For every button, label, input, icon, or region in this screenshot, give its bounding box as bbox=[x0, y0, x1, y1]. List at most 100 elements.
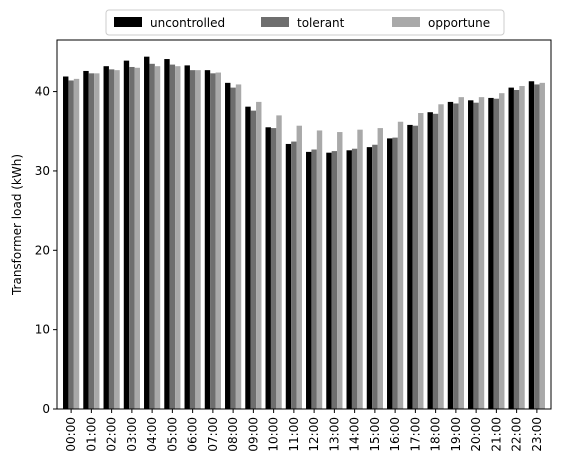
bar-opportune-1600 bbox=[397, 121, 404, 410]
bar-uncontrolled-2000 bbox=[468, 100, 474, 409]
bar-tolerant-0600 bbox=[189, 70, 196, 410]
legend-swatch-uncontrolled bbox=[114, 17, 142, 27]
bar-uncontrolled-1300 bbox=[326, 152, 332, 409]
bar-tolerant-0300 bbox=[129, 66, 135, 409]
x-tick-label: 05:00 bbox=[165, 417, 179, 452]
bar-opportune-2000 bbox=[478, 97, 485, 409]
bar-uncontrolled-0700 bbox=[204, 70, 211, 410]
bar-uncontrolled-0000 bbox=[63, 76, 69, 409]
x-tick-label: 06:00 bbox=[186, 417, 200, 452]
bar-opportune-0300 bbox=[134, 67, 140, 410]
x-tick-label: 08:00 bbox=[226, 417, 240, 452]
y-tick-label: 40 bbox=[35, 85, 50, 99]
x-axis: 00:00 01:00 02:00 03:00 04:00 05:00 06:00 07:00… bbox=[64, 409, 544, 452]
legend-frame bbox=[105, 9, 505, 36]
bar-opportune-0900 bbox=[256, 101, 262, 410]
bar-opportune-1300 bbox=[337, 132, 343, 410]
bar-tolerant-2100 bbox=[493, 98, 500, 409]
legend-label-opportune: opportune bbox=[428, 16, 490, 30]
bar-opportune-2100 bbox=[499, 93, 505, 410]
y-tick-label: 20 bbox=[35, 243, 50, 257]
bar-uncontrolled-0800 bbox=[225, 82, 231, 409]
x-tick-label: 12:00 bbox=[307, 417, 321, 452]
x-tick-label: 17:00 bbox=[408, 417, 422, 452]
bar-opportune-2300 bbox=[539, 82, 545, 409]
bar-uncontrolled-2100 bbox=[488, 97, 494, 410]
bar-opportune-1700 bbox=[418, 113, 424, 409]
bar-opportune-1400 bbox=[357, 129, 363, 410]
bar-uncontrolled-0300 bbox=[123, 60, 130, 409]
bar-uncontrolled-0200 bbox=[103, 66, 109, 409]
bar-uncontrolled-0100 bbox=[83, 70, 89, 409]
bar-uncontrolled-2200 bbox=[508, 87, 514, 410]
bar-opportune-1100 bbox=[296, 125, 302, 409]
bar-opportune-0400 bbox=[154, 66, 161, 409]
x-tick-label: 11:00 bbox=[287, 417, 301, 452]
y-tick-label: 10 bbox=[35, 323, 50, 337]
bar-opportune-0600 bbox=[195, 70, 201, 410]
y-axis: 0 10 20 30 40 bbox=[35, 85, 57, 416]
bar-uncontrolled-1600 bbox=[387, 138, 393, 409]
bar-opportune-1200 bbox=[316, 130, 323, 409]
bar-uncontrolled-1900 bbox=[447, 101, 454, 410]
bar-tolerant-0700 bbox=[210, 73, 216, 409]
bar-tolerant-1700 bbox=[412, 125, 419, 409]
bar-uncontrolled-0400 bbox=[144, 56, 150, 409]
bar-opportune-1800 bbox=[438, 104, 444, 409]
x-tick-label: 07:00 bbox=[206, 417, 220, 452]
bar-uncontrolled-1700 bbox=[407, 124, 413, 409]
legend-label-tolerant: tolerant bbox=[297, 16, 345, 30]
bar-opportune-0700 bbox=[215, 72, 221, 409]
bar-opportune-0000 bbox=[73, 78, 80, 409]
x-tick-label: 14:00 bbox=[348, 417, 362, 452]
bar-uncontrolled-2300 bbox=[528, 81, 535, 409]
bar-tolerant-0200 bbox=[108, 69, 115, 410]
bar-tolerant-1900 bbox=[453, 103, 459, 409]
bar-tolerant-0900 bbox=[250, 110, 257, 409]
x-tick-label: 02:00 bbox=[105, 417, 119, 452]
x-tick-label: 15:00 bbox=[368, 417, 382, 452]
bar-uncontrolled-1500 bbox=[366, 147, 373, 409]
x-tick-label: 18:00 bbox=[429, 417, 443, 452]
bar-uncontrolled-1200 bbox=[306, 151, 312, 409]
bar-uncontrolled-0600 bbox=[184, 65, 190, 409]
x-tick-label: 10:00 bbox=[267, 417, 281, 452]
bar-uncontrolled-0500 bbox=[164, 59, 170, 410]
bar-opportune-0500 bbox=[175, 66, 181, 409]
legend-label-uncontrolled: uncontrolled bbox=[150, 16, 225, 30]
bar-opportune-0200 bbox=[114, 70, 120, 410]
bar-uncontrolled-1400 bbox=[346, 150, 352, 410]
bar-tolerant-0800 bbox=[230, 87, 236, 410]
x-tick-label: 04:00 bbox=[145, 417, 159, 452]
x-tick-label: 13:00 bbox=[327, 417, 341, 452]
x-tick-label: 16:00 bbox=[388, 417, 402, 452]
bar-tolerant-1100 bbox=[291, 141, 297, 409]
x-tick-label: 00:00 bbox=[64, 417, 78, 452]
bar-tolerant-1300 bbox=[331, 151, 338, 409]
bar-tolerant-1800 bbox=[432, 113, 439, 410]
x-tick-label: 22:00 bbox=[510, 417, 524, 452]
x-tick-label: 20:00 bbox=[469, 417, 483, 452]
bar-tolerant-2200 bbox=[513, 89, 520, 410]
y-tick-label: 30 bbox=[35, 164, 50, 178]
bar-tolerant-1000 bbox=[270, 128, 277, 409]
bar-uncontrolled-0900 bbox=[245, 106, 251, 409]
x-tick-label: 21:00 bbox=[489, 417, 503, 452]
bar-opportune-0100 bbox=[94, 73, 100, 409]
plot-frame bbox=[56, 39, 552, 410]
x-tick-label: 03:00 bbox=[125, 417, 139, 452]
bar-tolerant-1500 bbox=[372, 144, 378, 409]
bar-opportune-1000 bbox=[276, 115, 282, 409]
bar-uncontrolled-1800 bbox=[427, 112, 433, 410]
bar-tolerant-1400 bbox=[351, 148, 358, 409]
bar-tolerant-1600 bbox=[392, 137, 398, 410]
legend-swatch-tolerant bbox=[261, 17, 289, 27]
bar-tolerant-2300 bbox=[534, 84, 540, 409]
bar-tolerant-0000 bbox=[68, 80, 74, 409]
bar-tolerant-0500 bbox=[169, 64, 176, 409]
bar-uncontrolled-1100 bbox=[285, 143, 292, 409]
x-tick-label: 23:00 bbox=[530, 417, 544, 452]
x-tick-label: 09:00 bbox=[246, 417, 260, 452]
bar-tolerant-2000 bbox=[473, 102, 479, 409]
